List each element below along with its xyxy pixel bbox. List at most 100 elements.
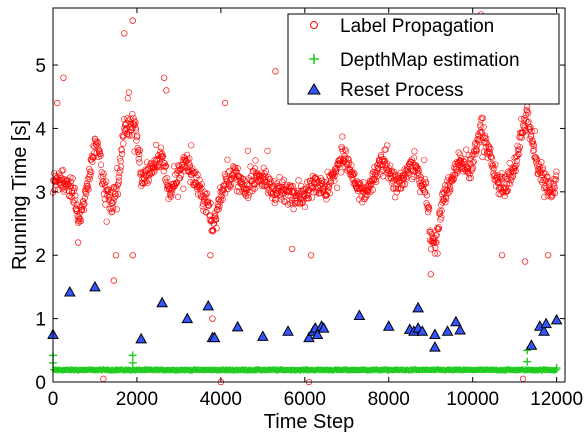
label-propagation-point xyxy=(132,125,139,132)
label-propagation-point xyxy=(72,192,79,199)
label-propagation-point xyxy=(466,171,473,178)
label-propagation-point xyxy=(118,147,125,154)
label-propagation-point xyxy=(183,151,191,158)
label-propagation-point xyxy=(359,199,366,206)
label-propagation-point xyxy=(520,117,528,124)
label-propagation-point xyxy=(512,167,519,175)
label-propagation-point xyxy=(401,181,409,188)
label-propagation-point xyxy=(129,110,136,118)
label-propagation-point xyxy=(214,201,221,208)
label-propagation-point xyxy=(433,239,440,246)
label-propagation-point xyxy=(321,182,329,189)
label-propagation-point xyxy=(280,176,287,184)
label-propagation-point xyxy=(251,185,258,192)
label-propagation-point xyxy=(99,180,106,187)
label-propagation-point xyxy=(191,170,198,177)
reset-process-point xyxy=(382,320,395,331)
label-propagation-point xyxy=(416,171,423,178)
label-propagation-point xyxy=(217,196,225,203)
reset-process-point xyxy=(538,325,550,336)
y-tick-label: 3 xyxy=(35,183,46,204)
label-propagation-point xyxy=(187,171,194,178)
label-propagation-point xyxy=(120,140,127,147)
label-propagation-point xyxy=(521,258,529,265)
reset-process-point xyxy=(450,315,462,327)
label-propagation-point xyxy=(315,179,322,186)
label-propagation-point xyxy=(405,169,412,176)
label-propagation-point xyxy=(219,196,226,203)
label-propagation-point xyxy=(463,146,470,153)
label-propagation-point xyxy=(139,175,146,183)
label-propagation-point xyxy=(124,95,131,102)
label-propagation-point xyxy=(400,175,407,182)
label-propagation-point xyxy=(264,147,271,154)
label-propagation-point xyxy=(81,195,88,202)
label-propagation-point xyxy=(339,133,346,140)
label-propagation-point xyxy=(200,192,207,199)
reset-process-point xyxy=(63,285,76,297)
label-propagation-point xyxy=(365,185,372,192)
label-propagation-point xyxy=(433,231,440,239)
label-propagation-point xyxy=(527,124,534,131)
label-propagation-point xyxy=(413,163,420,171)
label-propagation-point xyxy=(423,192,431,199)
label-propagation-point xyxy=(162,162,170,169)
label-propagation-point xyxy=(488,153,495,160)
label-propagation-point xyxy=(469,166,476,173)
label-propagation-point xyxy=(239,175,247,182)
label-propagation-point xyxy=(378,153,385,160)
reset-process-point xyxy=(525,339,538,350)
depthmap-point xyxy=(552,364,561,373)
y-tick-label: 5 xyxy=(35,56,46,77)
label-propagation-point xyxy=(360,179,367,186)
label-propagation-point xyxy=(138,182,145,190)
label-propagation-point xyxy=(193,184,201,191)
label-propagation-point xyxy=(163,178,170,186)
label-propagation-point xyxy=(513,157,520,165)
label-propagation-point xyxy=(326,184,333,191)
label-propagation-point xyxy=(474,135,482,143)
label-propagation-point xyxy=(326,190,333,197)
reset-process-point xyxy=(412,301,424,313)
label-propagation-point xyxy=(393,189,400,196)
y-tick-label: 4 xyxy=(35,119,46,140)
x-tick-label: 4000 xyxy=(200,389,242,410)
label-propagation-point xyxy=(375,165,382,172)
label-propagation-point xyxy=(425,203,432,211)
label-propagation-point xyxy=(214,206,221,213)
x-tick-label: 10000 xyxy=(446,389,499,410)
label-propagation-point xyxy=(392,185,400,192)
label-propagation-point xyxy=(341,146,349,153)
label-propagation-point xyxy=(259,182,266,190)
label-propagation-point xyxy=(132,119,139,126)
label-propagation-point xyxy=(157,144,165,151)
legend-marker-label-propagation xyxy=(310,21,318,29)
x-tick-label: 12000 xyxy=(530,389,583,410)
label-propagation-point xyxy=(432,239,439,246)
reset-process-point xyxy=(353,309,366,320)
label-propagation-point xyxy=(466,160,474,167)
label-propagation-point xyxy=(161,74,168,81)
label-propagation-point xyxy=(112,192,120,199)
label-propagation-point xyxy=(380,173,387,180)
label-propagation-point xyxy=(94,139,102,147)
label-propagation-point xyxy=(542,170,549,177)
label-propagation-point xyxy=(83,180,91,187)
label-propagation-point xyxy=(74,217,82,224)
label-propagation-point xyxy=(367,188,374,195)
label-propagation-point xyxy=(438,214,445,221)
depthmap-point xyxy=(523,357,532,366)
label-propagation-point xyxy=(213,225,220,232)
label-propagation-point xyxy=(424,202,431,209)
label-propagation-point xyxy=(89,158,96,165)
reset-process-point xyxy=(429,341,441,352)
label-propagation-point xyxy=(130,114,137,122)
label-propagation-point xyxy=(196,176,203,184)
label-propagation-point xyxy=(385,175,392,182)
label-propagation-point xyxy=(465,152,472,159)
label-propagation-point xyxy=(60,74,67,81)
label-propagation-point xyxy=(482,144,489,151)
label-propagation-point xyxy=(480,148,488,155)
label-propagation-point xyxy=(380,158,387,166)
